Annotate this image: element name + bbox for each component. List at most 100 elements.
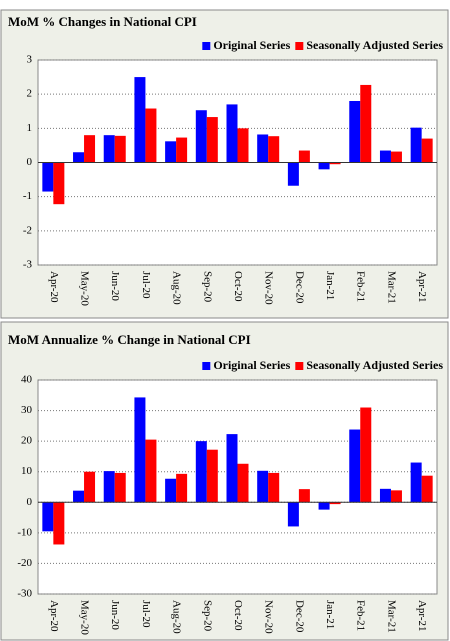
x-tick-label: Oct-20 <box>232 271 244 302</box>
bar <box>73 152 85 163</box>
bar <box>134 397 146 503</box>
y-tick-label: 2 <box>27 88 33 100</box>
x-tick-label: Jun-20 <box>109 600 121 630</box>
x-tick-label: Dec-20 <box>293 271 305 304</box>
y-tick-label: 0 <box>27 496 33 508</box>
bar <box>195 110 207 163</box>
legend-swatch <box>295 362 304 370</box>
x-tick-label: Jun-20 <box>109 271 121 301</box>
y-tick-label: -2 <box>23 224 32 236</box>
bar <box>237 128 249 163</box>
x-tick-label: Apr-20 <box>48 271 60 303</box>
bar <box>257 134 269 163</box>
bar <box>390 490 402 503</box>
x-tick-label: Feb-21 <box>355 271 367 302</box>
x-tick-label: Apr-20 <box>48 600 60 632</box>
bar <box>410 462 422 503</box>
y-tick-label: -1 <box>23 190 32 202</box>
x-tick-label: Aug-20 <box>171 600 183 634</box>
y-tick-label: -20 <box>17 557 32 569</box>
bar <box>318 162 330 170</box>
bar <box>226 104 238 163</box>
legend-swatch <box>202 42 211 50</box>
y-tick-label: 1 <box>27 122 33 134</box>
legend-swatch <box>295 42 304 50</box>
bar <box>318 502 330 510</box>
bar <box>176 473 188 503</box>
x-tick-label: Oct-20 <box>232 600 244 631</box>
bar <box>329 162 341 165</box>
legend-label: Seasonally Adjusted Series <box>306 358 443 372</box>
bar <box>206 117 218 163</box>
bar <box>379 150 391 163</box>
bar <box>206 449 218 503</box>
x-tick-label: Sep-20 <box>201 600 213 632</box>
bar <box>349 429 361 503</box>
bar <box>165 478 177 503</box>
x-tick-label: Aug-20 <box>171 271 183 305</box>
x-tick-label: Nov-20 <box>263 271 275 305</box>
bar <box>329 502 341 505</box>
bar <box>298 150 310 163</box>
bar <box>287 162 299 186</box>
y-tick-label: 20 <box>21 435 33 447</box>
bar <box>226 434 238 503</box>
y-tick-label: -3 <box>23 259 33 271</box>
bar <box>298 489 310 503</box>
y-tick-label: 30 <box>21 404 33 416</box>
chart-title: MoM % Changes in National CPI <box>8 14 197 29</box>
bar <box>84 135 96 163</box>
bar <box>421 138 433 163</box>
x-tick-label: Apr-21 <box>416 271 428 303</box>
bar <box>42 162 54 192</box>
bar <box>73 490 85 503</box>
legend-label: Original Series <box>213 38 290 52</box>
x-tick-label: Jan-21 <box>324 271 336 300</box>
bar <box>145 108 157 163</box>
y-tick-label: 40 <box>21 374 33 386</box>
x-tick-label: Mar-21 <box>385 271 397 304</box>
bar <box>390 151 402 163</box>
bar <box>268 472 280 503</box>
x-tick-label: May-20 <box>79 271 91 306</box>
bar <box>42 502 54 532</box>
bar <box>165 141 177 163</box>
bar <box>287 502 299 527</box>
bar <box>53 502 65 545</box>
x-tick-label: Dec-20 <box>293 600 305 633</box>
bar <box>145 439 157 503</box>
bar <box>114 135 126 163</box>
y-tick-label: 10 <box>21 465 33 477</box>
chart-title: MoM Annualize % Change in National CPI <box>8 332 251 347</box>
x-tick-label: Apr-21 <box>416 600 428 632</box>
x-tick-label: Mar-21 <box>385 600 397 633</box>
x-tick-label: Nov-20 <box>263 600 275 634</box>
bar <box>257 470 269 503</box>
bar <box>134 77 146 163</box>
bar <box>176 137 188 163</box>
legend-swatch <box>202 362 211 370</box>
bar <box>53 162 65 205</box>
legend-label: Seasonally Adjusted Series <box>306 38 443 52</box>
bar <box>360 407 372 503</box>
y-tick-label: 0 <box>27 156 33 168</box>
bar <box>195 441 207 503</box>
bar <box>349 101 361 163</box>
bar <box>268 136 280 163</box>
bar <box>103 471 115 503</box>
x-tick-label: Jul-20 <box>140 600 152 628</box>
x-tick-label: Jan-21 <box>324 600 336 629</box>
bar <box>360 84 372 163</box>
bar <box>114 472 126 503</box>
bar <box>103 135 115 163</box>
bar <box>421 475 433 503</box>
bar <box>84 471 96 503</box>
y-tick-label: -30 <box>17 588 32 600</box>
x-tick-label: May-20 <box>79 600 91 635</box>
y-tick-label: -10 <box>17 526 32 538</box>
x-tick-label: Jul-20 <box>140 271 152 299</box>
x-tick-label: Feb-21 <box>355 600 367 631</box>
bar <box>379 488 391 503</box>
x-tick-label: Sep-20 <box>201 271 213 303</box>
